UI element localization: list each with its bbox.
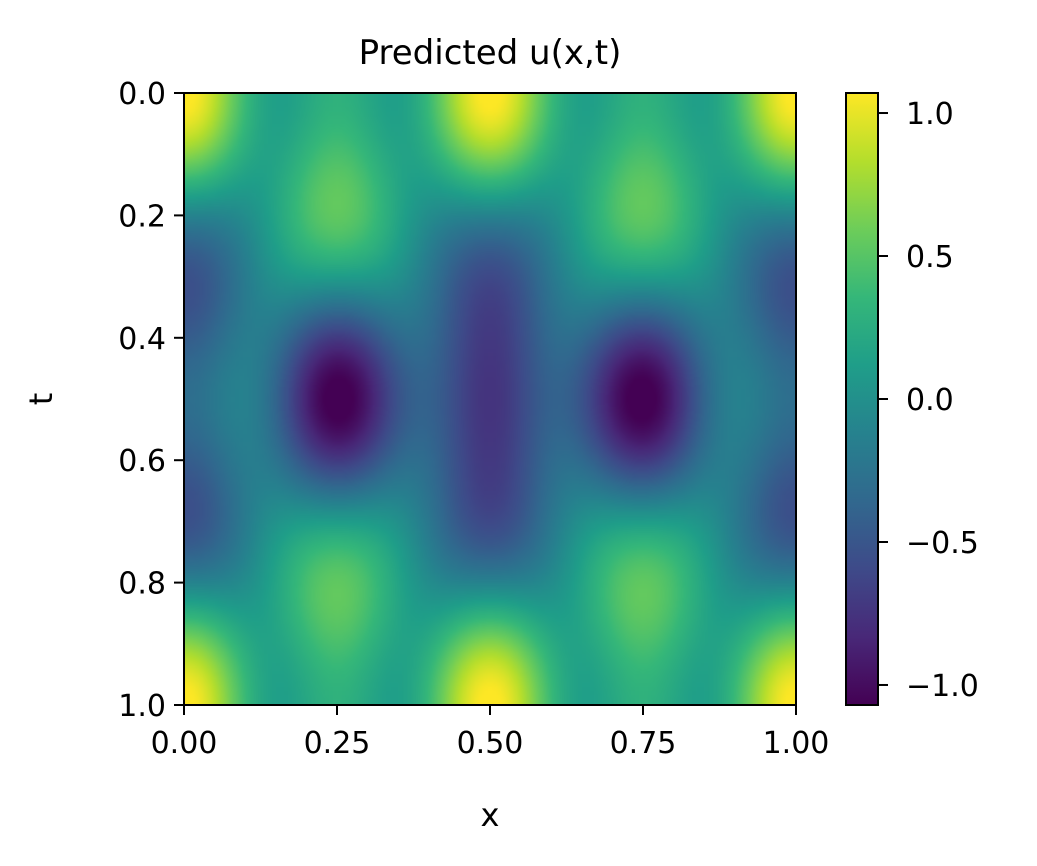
x-tick-label: 0.00 bbox=[151, 726, 218, 761]
y-axis-label: t bbox=[22, 393, 60, 406]
y-axis-ticks: 0.0 0.2 0.4 0.6 0.8 1.0 bbox=[118, 77, 184, 724]
heatmap-image bbox=[184, 93, 796, 705]
y-tick-label: 0.8 bbox=[118, 567, 166, 602]
colorbar-ticks: 1.0 0.5 0.0 −0.5 −1.0 bbox=[878, 97, 979, 704]
x-axis-ticks: 0.00 0.25 0.50 0.75 1.00 bbox=[151, 705, 830, 761]
y-tick-label: 1.0 bbox=[118, 689, 166, 724]
colorbar-tick-label: −0.5 bbox=[906, 526, 979, 561]
y-tick-label: 0.0 bbox=[118, 77, 166, 112]
colorbar-tick-label: 0.0 bbox=[906, 383, 954, 418]
x-tick-label: 1.00 bbox=[763, 726, 830, 761]
x-tick-label: 0.25 bbox=[304, 726, 371, 761]
y-tick-label: 0.6 bbox=[118, 444, 166, 479]
x-axis-label: x bbox=[481, 796, 500, 834]
colorbar-tick-label: −1.0 bbox=[906, 669, 979, 704]
x-tick-label: 0.50 bbox=[457, 726, 524, 761]
x-tick-label: 0.75 bbox=[610, 726, 677, 761]
colorbar-tick-label: 0.5 bbox=[906, 240, 954, 275]
y-tick-label: 0.2 bbox=[118, 199, 166, 234]
chart-title: Predicted u(x,t) bbox=[359, 33, 622, 73]
colorbar-tick-label: 1.0 bbox=[906, 97, 954, 132]
y-tick-label: 0.4 bbox=[118, 322, 166, 357]
colorbar bbox=[846, 93, 878, 705]
